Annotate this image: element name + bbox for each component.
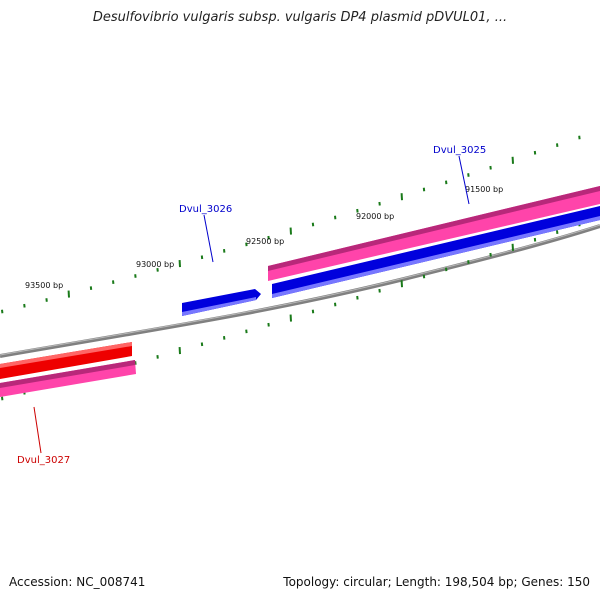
callout-line-dvul-3026 — [203, 214, 214, 263]
gene-dvul-3025-body-shade — [272, 216, 600, 298]
outer-tick-ring — [1, 135, 581, 314]
callout-line-dvul-3025 — [458, 155, 470, 205]
scale-label-91500: 91500 bp — [465, 185, 503, 194]
genome-backbone — [0, 224, 600, 358]
gene-dvul-3025-rna-band-shade — [268, 186, 600, 271]
gene-dvul-3026-body-shade — [182, 297, 256, 316]
scale-label-92500: 92500 bp — [246, 237, 284, 246]
gene-label-dvul-3026[interactable]: Dvul_3026 — [179, 204, 232, 215]
genome-summary: Topology: circular; Length: 198,504 bp; … — [283, 575, 590, 589]
scale-label-92000: 92000 bp — [356, 212, 394, 221]
map-title: Desulfovibrio vulgaris subsp. vulgaris D… — [92, 10, 508, 25]
callout-line-dvul-3027 — [33, 406, 42, 454]
scale-label-93500: 93500 bp — [25, 281, 63, 290]
gene-dvul-3027[interactable] — [0, 342, 136, 397]
gene-dvul-3027-body-shade — [0, 342, 132, 368]
accession-info: Accession: NC_008741 — [9, 575, 146, 589]
genome-backbone-highlight — [0, 224, 600, 356]
gene-label-dvul-3025[interactable]: Dvul_3025 — [433, 145, 486, 156]
gene-label-dvul-3027[interactable]: Dvul_3027 — [17, 455, 70, 466]
gene-dvul-3027-rna-band-shade — [0, 360, 135, 388]
gene-dvul-3026[interactable] — [182, 289, 261, 316]
gene-dvul-3025[interactable] — [268, 186, 600, 298]
scale-label-93000: 93000 bp — [136, 260, 174, 269]
